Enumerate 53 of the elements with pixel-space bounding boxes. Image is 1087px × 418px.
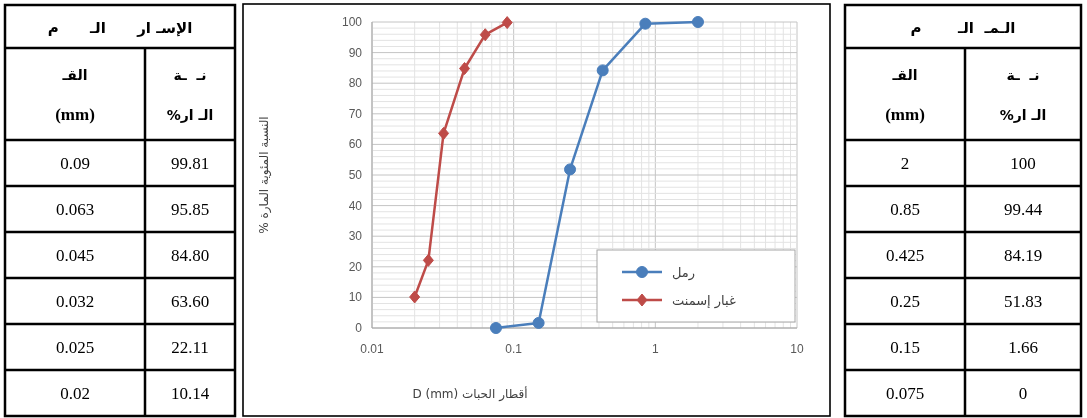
y-tick-label: 50 (348, 168, 363, 182)
text: الإسـ ار الـ م (47, 19, 193, 37)
text: القـ (891, 67, 918, 83)
text: نـ ـة (173, 67, 207, 83)
text: 99.81 (170, 154, 210, 173)
y-tick-label: 80 (348, 76, 363, 91)
text: 10.14 (170, 384, 210, 403)
y-tick-label: 100 (341, 15, 363, 29)
x-axis-title: أقطار الحبات D (mm) (412, 386, 528, 402)
x-tick-label: 0.01 (360, 342, 384, 356)
text: الـ ار% (166, 107, 214, 123)
text: 0.02 (60, 384, 90, 403)
text: 0 (1018, 384, 1028, 403)
text: نـ ـة (1006, 67, 1040, 83)
legend-label: رمل (672, 265, 696, 281)
text: 0.045 (55, 246, 95, 265)
text: 0.032 (55, 292, 95, 311)
x-tick-label: 1 (651, 342, 659, 356)
text: 84.19 (1003, 246, 1043, 265)
text: 99.44 (1003, 200, 1043, 219)
x-tick-label: 0.1 (505, 342, 523, 356)
text: القـ (61, 67, 88, 83)
text: 1.66 (1008, 338, 1038, 357)
text: الـمـ الـ م (910, 19, 1016, 37)
y-tick-label: 30 (348, 229, 363, 244)
y-axis-title: النسبة المئوية المارة % (257, 116, 272, 234)
text: 84.80 (170, 246, 210, 265)
y-tick-label: 40 (348, 198, 363, 213)
text: 0.025 (55, 338, 95, 357)
text: 0.25 (890, 292, 920, 311)
text: 0.425 (885, 246, 925, 265)
text: 0.075 (885, 384, 925, 403)
text: 63.60 (170, 292, 210, 311)
text: 2 (900, 154, 910, 173)
text: (mm) (885, 105, 925, 124)
text: 95.85 (170, 200, 210, 219)
y-tick-label: 10 (348, 290, 363, 305)
x-tick-label: 10 (790, 342, 804, 356)
y-tick-label: 60 (348, 137, 363, 152)
text: 0.15 (890, 338, 920, 357)
legend-label: غبار إسمنت (672, 293, 736, 309)
y-tick-label: 20 (348, 259, 363, 274)
y-tick-label: 70 (348, 106, 363, 121)
text: 51.83 (1003, 292, 1043, 311)
text: 22.11 (171, 338, 209, 357)
y-tick-label: 0 (355, 321, 363, 335)
y-tick-label: 90 (348, 45, 363, 60)
text: 0.063 (55, 200, 95, 219)
text: الـ ار% (999, 107, 1047, 123)
text: (mm) (55, 105, 95, 124)
text: 0.85 (890, 200, 920, 219)
text: 100 (1010, 154, 1036, 173)
text: 0.09 (60, 154, 90, 173)
